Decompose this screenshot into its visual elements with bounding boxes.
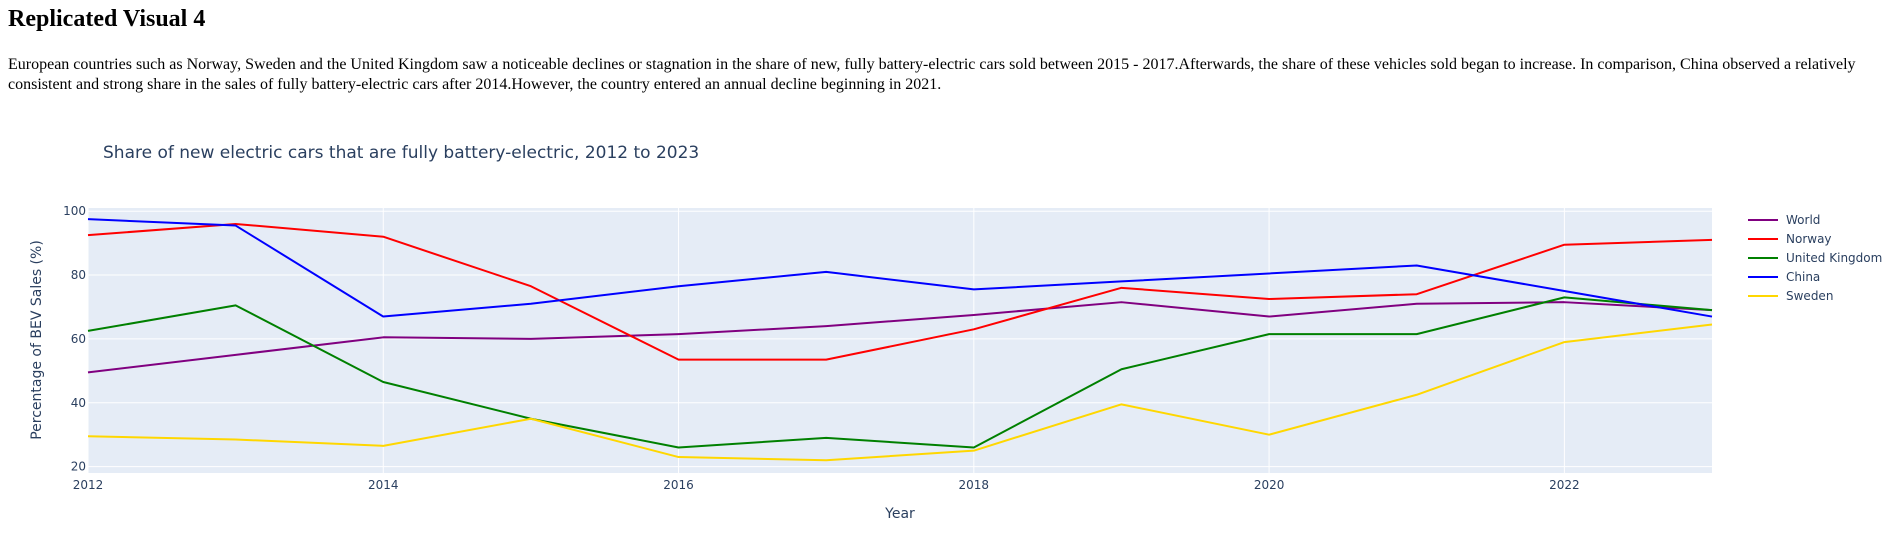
legend-item-china[interactable]: China	[1748, 270, 1820, 284]
x-tick-label: 2018	[959, 478, 990, 492]
x-axis-label: Year	[884, 506, 915, 522]
bev-share-line-chart: Share of new electric cars that are full…	[29, 143, 1882, 522]
legend-item-world[interactable]: World	[1748, 213, 1820, 227]
y-tick-label: 60	[71, 332, 86, 346]
legend[interactable]: World Norway United Kingdom China Sweden	[1748, 213, 1882, 303]
x-axis-ticks: 2012 2014 2016 2018 2020 2022	[73, 478, 1580, 492]
legend-item-norway[interactable]: Norway	[1748, 232, 1832, 246]
y-tick-label: 80	[71, 268, 86, 282]
y-axis-label: Percentage of BEV Sales (%)	[29, 240, 45, 440]
page-description: European countries such as Norway, Swede…	[8, 56, 1856, 93]
y-axis-ticks: 20 40 60 80 100	[63, 204, 86, 473]
legend-label: Sweden	[1786, 289, 1833, 303]
x-tick-label: 2012	[73, 478, 104, 492]
legend-label: Norway	[1786, 232, 1832, 246]
legend-label: World	[1786, 213, 1820, 227]
y-tick-label: 40	[71, 396, 86, 410]
legend-label: United Kingdom	[1786, 251, 1882, 265]
grid-lines	[87, 208, 1712, 473]
series-line-united-kingdom	[87, 296, 1713, 449]
series-line-world	[87, 301, 1713, 374]
legend-item-sweden[interactable]: Sweden	[1748, 289, 1833, 303]
x-tick-label: 2014	[368, 478, 399, 492]
y-tick-label: 100	[63, 204, 86, 218]
chart-title: Share of new electric cars that are full…	[103, 143, 699, 163]
series-lines	[87, 218, 1713, 462]
x-tick-label: 2016	[663, 478, 694, 492]
plot-area	[88, 208, 1712, 473]
series-line-norway	[87, 222, 1713, 361]
x-tick-label: 2022	[1549, 478, 1580, 492]
series-line-china	[87, 218, 1713, 318]
legend-item-united-kingdom[interactable]: United Kingdom	[1748, 251, 1882, 265]
y-tick-label: 20	[71, 460, 86, 474]
x-tick-label: 2020	[1254, 478, 1285, 492]
series-line-sweden	[87, 323, 1713, 462]
page-heading: Replicated Visual 4	[8, 6, 206, 32]
legend-label: China	[1786, 270, 1820, 284]
